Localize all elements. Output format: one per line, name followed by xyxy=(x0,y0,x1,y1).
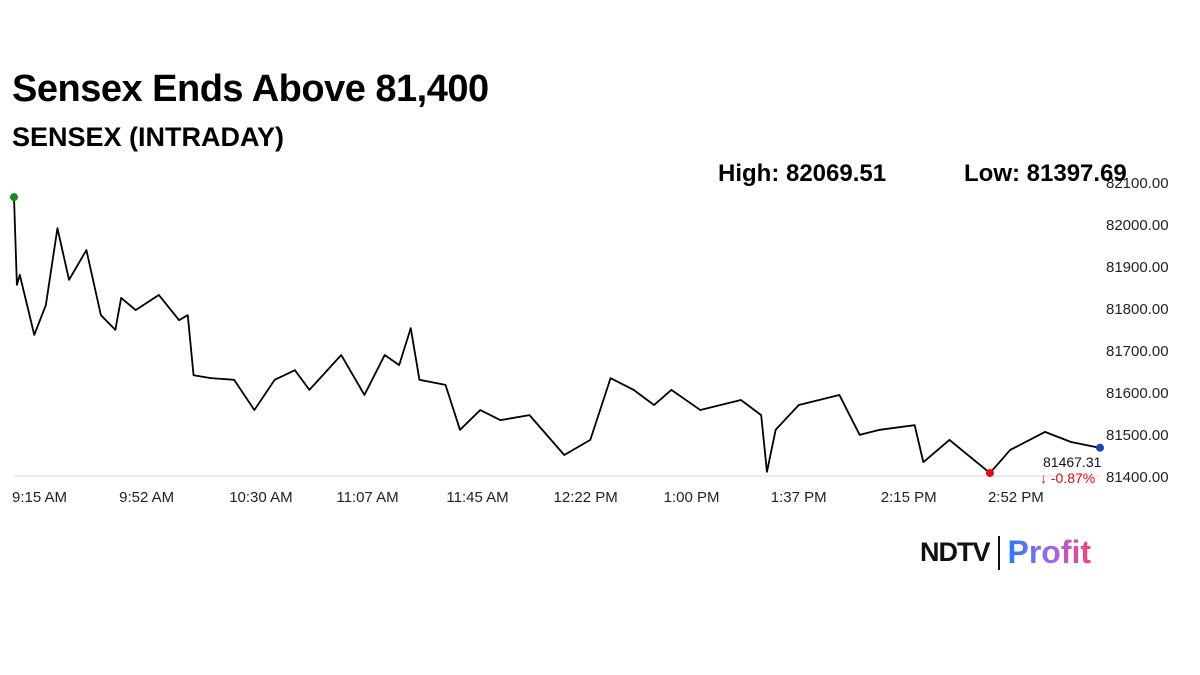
x-tick-label: 1:37 PM xyxy=(771,489,827,506)
y-tick-label: 81800.00 xyxy=(1106,301,1169,318)
y-tick-label: 81900.00 xyxy=(1106,259,1169,276)
x-tick-label: 9:52 AM xyxy=(119,489,174,506)
chart-title: Sensex Ends Above 81,400 xyxy=(12,68,489,110)
logo-product: Profit xyxy=(1007,534,1092,570)
chart-subtitle: SENSEX (INTRADAY) xyxy=(12,122,285,152)
x-tick-label: 11:45 AM xyxy=(446,489,508,506)
x-tick-label: 10:30 AM xyxy=(229,489,292,506)
y-tick-label: 81400.00 xyxy=(1106,469,1169,486)
last-value-label: 81467.31 xyxy=(1043,454,1102,470)
marker-low xyxy=(985,469,994,478)
y-tick-label: 82000.00 xyxy=(1106,217,1169,234)
y-tick-label: 81600.00 xyxy=(1106,385,1169,402)
logo-brand: NDTV xyxy=(920,537,990,567)
change-label: ↓ -0.87% xyxy=(1040,470,1095,486)
x-tick-label: 2:52 PM xyxy=(988,489,1044,506)
y-tick-label: 81500.00 xyxy=(1106,427,1169,444)
x-tick-label: 12:22 PM xyxy=(554,489,618,506)
low-value: Low: 81397.69 xyxy=(964,160,1127,187)
y-tick-label: 81700.00 xyxy=(1106,343,1169,360)
x-tick-label: 11:07 AM xyxy=(336,489,398,506)
marker-last xyxy=(1096,443,1104,452)
x-tick-label: 9:15 AM xyxy=(12,489,67,506)
ndtv-profit-logo: NDTV Profit xyxy=(920,534,1091,571)
logo-divider xyxy=(997,535,1000,570)
x-tick-label: 2:15 PM xyxy=(881,489,937,506)
sensex-line xyxy=(13,197,1101,474)
x-tick-label: 1:00 PM xyxy=(664,489,720,506)
marker-open xyxy=(10,193,18,202)
high-value: High: 82069.51 xyxy=(718,160,887,187)
y-tick-label: 82100.00 xyxy=(1106,175,1169,192)
